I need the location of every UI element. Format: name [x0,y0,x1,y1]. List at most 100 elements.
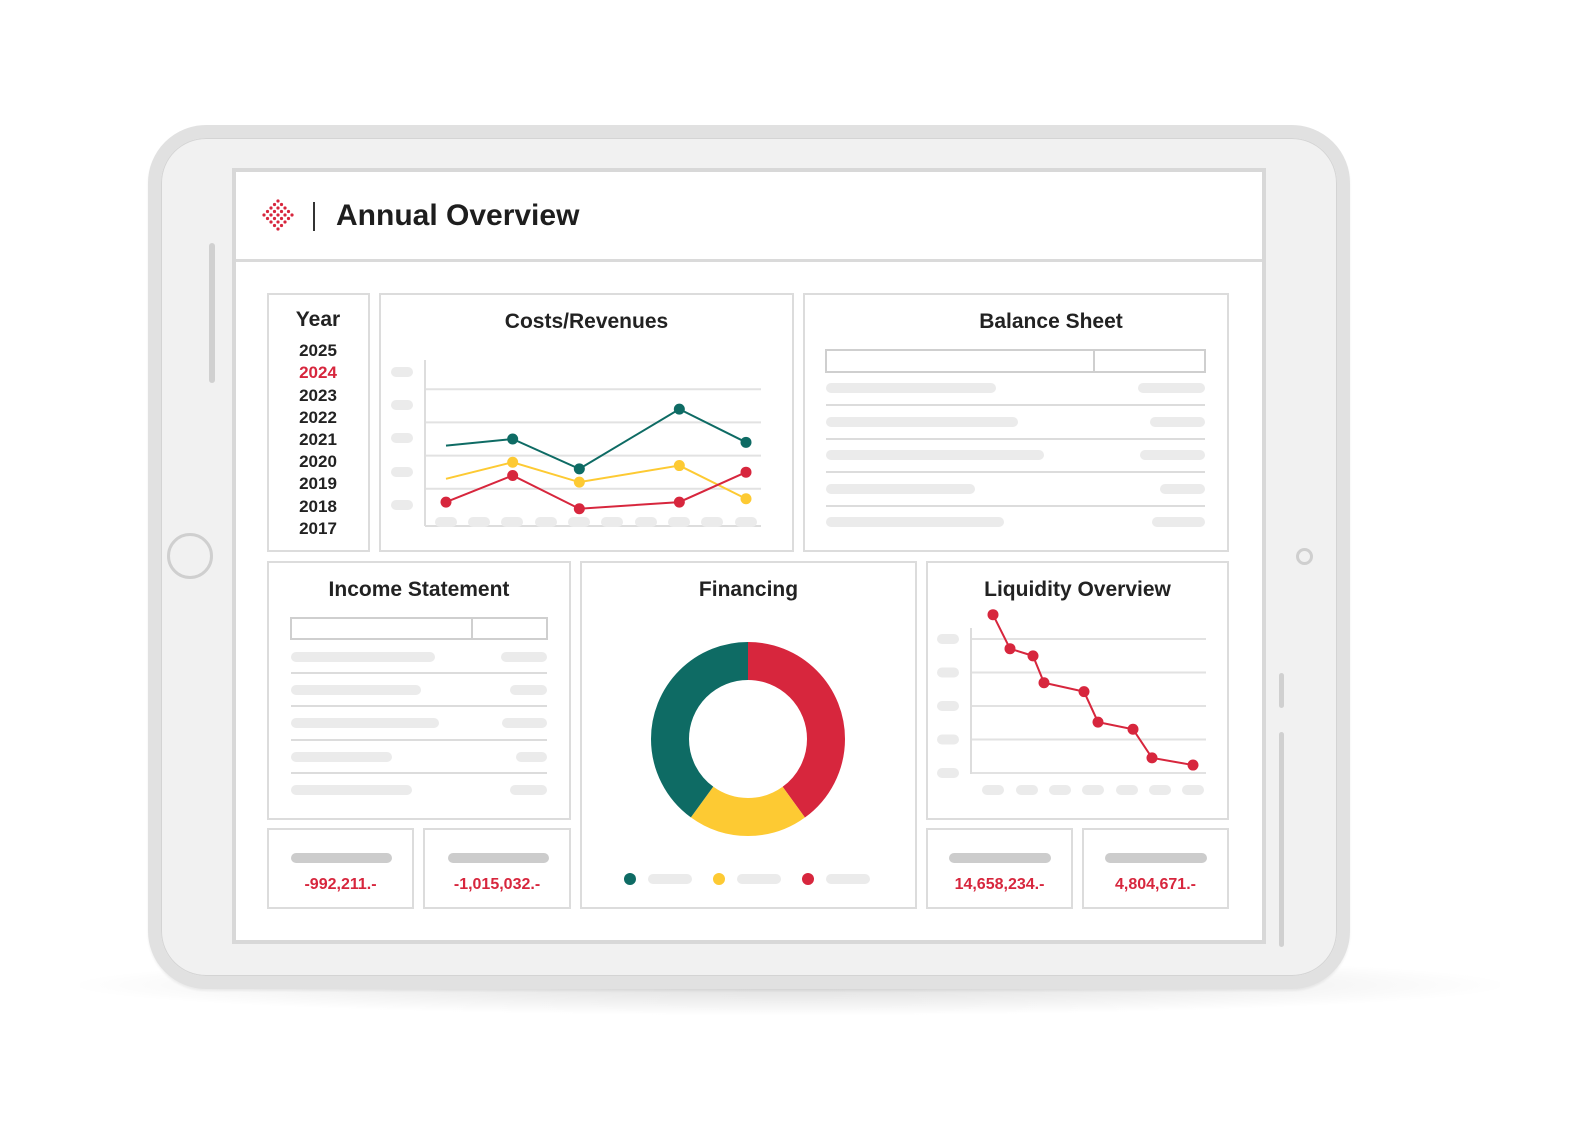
data-point [987,609,999,621]
data-point [1092,716,1104,728]
data-point [740,466,752,478]
y-tick-label [391,400,413,410]
table-row [826,417,1018,427]
x-tick-label [1182,785,1204,795]
data-point [1146,752,1158,764]
x-tick-label [501,517,523,527]
legend-label [826,874,870,884]
income-statement-table [290,617,548,795]
table-row [826,517,1004,527]
y-tick-label [391,433,413,443]
table-row [826,383,996,393]
legend-swatch [713,873,725,885]
costs-revenues-chart [391,360,761,527]
pie-slice-1 [651,642,845,836]
year-heading: Year [295,308,341,331]
table-row [826,484,975,494]
year-item-2020[interactable]: 2020 [299,452,337,471]
y-tick-label [937,634,959,644]
y-tick-label [391,367,413,377]
year-item-2017[interactable]: 2017 [299,519,337,538]
x-tick-label [982,785,1004,795]
x-tick-label [1149,785,1171,795]
x-tick-label [1116,785,1138,795]
side-button-top [1279,673,1284,708]
legend-label [648,874,692,884]
y-tick-label [937,768,959,778]
title-separator [313,202,315,231]
data-point [507,470,519,482]
panel-title: Financing [698,578,799,601]
x-tick-label [601,517,623,527]
financing-donut-chart [624,642,870,885]
kpi-value: 4,804,671.- [1115,876,1196,893]
camera-icon [1296,548,1313,565]
kpi-card-liquidity-2: 4,804,671.- [1082,828,1229,909]
series-line-0 [445,407,747,471]
data-point [507,456,519,468]
kpi-label-placeholder [291,853,392,863]
year-item-2019[interactable]: 2019 [299,474,337,493]
year-item-2025[interactable]: 2025 [299,341,337,360]
financing-panel: Financing [580,561,917,909]
data-point [440,496,452,508]
y-tick-label [391,467,413,477]
kpi-value: -992,211.- [304,876,377,893]
x-tick-label [1082,785,1104,795]
legend-swatch [802,873,814,885]
x-tick-label [735,517,757,527]
header-divider [236,259,1262,262]
data-point [673,403,685,415]
table-header [290,617,548,640]
kpi-card-income-2: -1,015,032.- [423,828,571,909]
data-point [1038,677,1050,689]
year-item-2018[interactable]: 2018 [299,497,337,516]
data-point [1004,643,1016,655]
x-tick-label [1016,785,1038,795]
home-button[interactable] [167,533,213,579]
side-button-bottom [1279,732,1284,947]
data-point [1078,686,1090,698]
table-row [291,652,435,662]
year-panel [267,293,370,552]
data-point [740,436,752,448]
data-point [573,476,585,488]
year-item-2021[interactable]: 2021 [299,430,337,449]
year-item-2023[interactable]: 2023 [299,386,337,405]
liquidity-overview-chart [937,609,1206,795]
x-tick-label [568,517,590,527]
y-tick-label [391,500,413,510]
data-point [507,433,519,445]
table-row [291,785,412,795]
kpi-value: -1,015,032.- [453,876,541,893]
kpi-label-placeholder [448,853,549,863]
legend-label [737,874,781,884]
data-point [740,493,752,505]
pie-slice-2 [651,642,845,836]
x-tick-label [701,517,723,527]
data-point [673,496,685,508]
table-row [291,685,421,695]
kpi-card-income-1: -992,211.- [267,828,414,909]
series-line-2 [445,471,747,510]
year-item-2022[interactable]: 2022 [299,408,337,427]
data-point [1027,650,1039,662]
x-tick-label [468,517,490,527]
kpi-label-placeholder [1105,853,1207,863]
year-item-2024[interactable]: 2024 [299,363,337,382]
y-tick-label [937,701,959,711]
kpi-card-liquidity-1: 14,658,234.- [926,828,1073,909]
legend-swatch [624,873,636,885]
table-row [826,450,1044,460]
data-point [573,463,585,475]
panel-title: Income Statement [328,578,510,601]
table-row [291,718,439,728]
data-point [673,460,685,472]
y-tick-label [937,667,959,678]
x-tick-label [1049,785,1071,795]
x-tick-label [435,517,457,527]
volume-button [209,243,215,383]
panel-title: Liquidity Overview [984,578,1171,601]
x-tick-label [535,517,557,527]
table-header [825,349,1206,373]
